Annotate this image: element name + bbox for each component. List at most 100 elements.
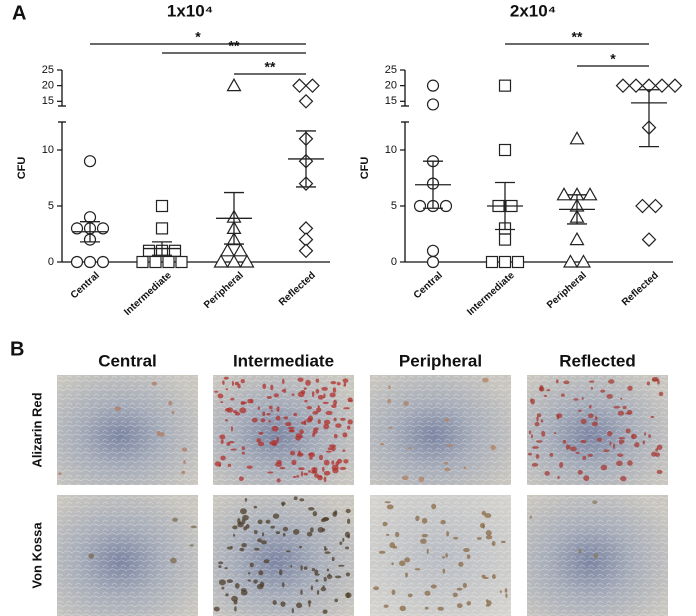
stain-deposit: [226, 579, 233, 583]
stain-deposit: [225, 388, 229, 391]
data-point: [426, 79, 440, 92]
stain-deposit: [300, 421, 306, 425]
stain-deposit: [330, 380, 337, 385]
stain-deposit: [568, 444, 571, 449]
stain-deposit: [421, 517, 428, 524]
stain-deposit: [536, 413, 542, 418]
stain-deposit: [240, 378, 245, 384]
data-point: [511, 255, 525, 269]
stain-deposit: [269, 441, 272, 445]
data-point: [654, 78, 670, 94]
y-tick-label: 10: [385, 144, 397, 156]
stain-deposit: [421, 533, 428, 538]
stain-deposit: [570, 446, 577, 452]
micrograph-texture: [57, 495, 198, 616]
stain-deposit: [463, 466, 467, 470]
stain-deposit: [333, 399, 338, 406]
stain-deposit: [613, 405, 621, 409]
data-point: [83, 155, 97, 168]
stain-deposit: [500, 540, 506, 544]
y-tick-label: 0: [391, 256, 397, 268]
stain-deposit: [620, 476, 627, 482]
stain-deposit: [378, 550, 386, 554]
stain-deposit: [505, 593, 508, 598]
stain-deposit: [261, 532, 265, 537]
stain-deposit: [256, 583, 264, 590]
stain-deposit: [240, 401, 245, 406]
stain-deposit: [247, 398, 253, 404]
stain-deposit: [327, 447, 333, 451]
stain-deposit: [231, 595, 238, 602]
significance-label: **: [265, 59, 276, 75]
stain-deposit: [424, 606, 429, 610]
stain-deposit: [445, 553, 448, 558]
stain-deposit: [407, 593, 413, 598]
stain-deposit: [291, 607, 295, 614]
micrograph-texture: [370, 495, 511, 616]
stain-deposit: [324, 551, 331, 554]
x-tick-label: Reflected: [620, 270, 661, 308]
stain-deposit: [281, 582, 285, 588]
micrograph-texture: [213, 495, 354, 616]
data-point: [70, 255, 84, 269]
stain-deposit: [440, 519, 446, 525]
stain-deposit: [293, 496, 298, 501]
stain-deposit: [249, 562, 254, 568]
stain-deposit: [346, 518, 351, 525]
data-point: [628, 78, 644, 94]
stain-deposit: [317, 394, 324, 400]
stain-deposit: [657, 379, 660, 385]
stain-deposit: [257, 406, 261, 410]
column-header: Intermediate: [233, 351, 334, 370]
stain-deposit: [565, 444, 569, 451]
stain-deposit: [424, 590, 431, 596]
data-point: [96, 255, 110, 269]
stain-deposit: [608, 379, 615, 384]
data-point: [426, 98, 440, 111]
stain-deposit: [490, 444, 496, 451]
stain-deposit: [441, 556, 446, 559]
error-bar: [567, 194, 587, 225]
stain-deposit: [251, 417, 258, 423]
stain-deposit: [312, 432, 316, 437]
data-point: [142, 244, 156, 257]
stain-deposit: [407, 447, 413, 450]
stain-deposit: [590, 387, 593, 390]
stain-deposit: [482, 377, 489, 383]
stain-deposit: [394, 531, 400, 538]
data-point: [226, 77, 242, 92]
stain-deposit: [234, 582, 240, 589]
stain-deposit: [453, 536, 459, 540]
stain-deposit: [531, 463, 539, 467]
stain-deposit: [300, 564, 303, 571]
stain-deposit: [528, 430, 532, 435]
stain-deposit: [272, 513, 280, 519]
stain-deposit: [292, 528, 300, 535]
error-bar: [639, 89, 659, 148]
stain-deposit: [318, 454, 324, 461]
stain-deposit: [588, 404, 592, 409]
stain-deposit: [655, 448, 659, 452]
data-point: [582, 187, 598, 201]
data-point: [232, 243, 249, 257]
data-point: [162, 255, 175, 269]
stain-deposit: [159, 432, 165, 437]
stain-deposit: [414, 568, 421, 571]
stain-deposit: [323, 459, 330, 466]
stain-deposit: [246, 465, 253, 469]
stain-deposit: [270, 384, 274, 391]
stain-deposit: [274, 462, 282, 467]
stain-deposit: [214, 390, 219, 393]
data-point: [556, 187, 572, 201]
stain-deposit: [420, 538, 427, 544]
stain-deposit: [618, 437, 626, 440]
stain-deposit: [225, 593, 229, 597]
stain-deposit: [312, 410, 319, 415]
stain-deposit: [315, 579, 319, 583]
stain-deposit: [253, 530, 258, 535]
stain-deposit: [343, 384, 347, 387]
stain-deposit: [316, 407, 322, 413]
stain-deposit: [577, 409, 582, 412]
stain-deposit: [334, 598, 339, 603]
data-point: [498, 233, 512, 246]
